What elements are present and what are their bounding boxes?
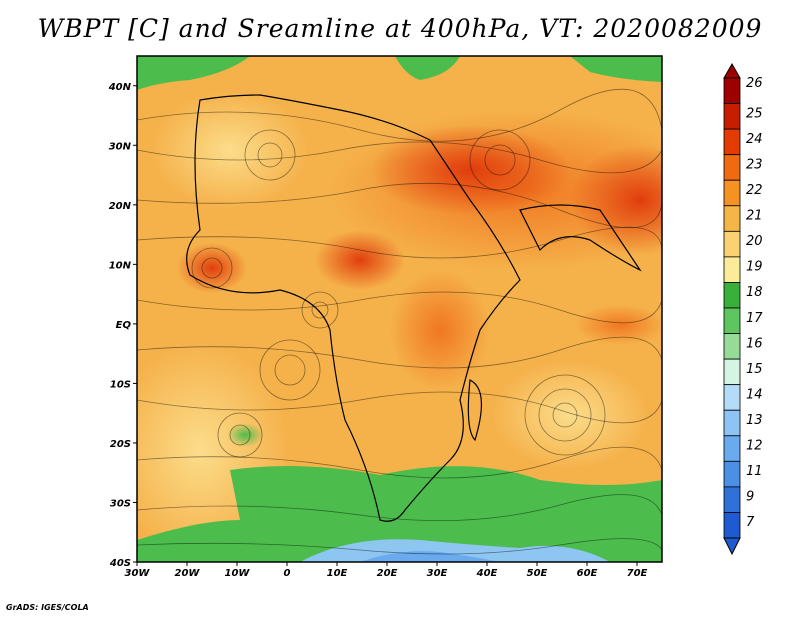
footer-credit: GrADS: IGES/COLA — [6, 603, 89, 612]
colorbar-swatch — [723, 103, 741, 130]
pale-northwest — [150, 90, 310, 210]
warm-core-eastafrica — [390, 270, 490, 390]
colorbar-swatch — [723, 282, 741, 309]
lat-tick-label: 20N — [109, 201, 132, 212]
lon-tick-label: 70E — [627, 568, 648, 579]
colorbar: 26 25 24 23 22 21 20 19 18 17 16 15 14 13 12 11 9 7 — [723, 62, 763, 556]
lat-tick-label: 10N — [109, 260, 132, 271]
colorbar-swatch — [723, 333, 741, 360]
lon-tick-label: 40E — [476, 568, 498, 579]
colorbar-swatch — [723, 205, 741, 232]
lon-tick-label: 20E — [377, 568, 398, 579]
latitude-axis: 40N 30N 20N 10N EQ 10S 20S 30S 40S — [108, 82, 137, 569]
colorbar-label: 13 — [746, 413, 763, 428]
colorbar-label: 11 — [746, 464, 763, 479]
lon-tick-label: 10E — [327, 568, 348, 579]
lat-tick-label: 20S — [110, 439, 131, 450]
colorbar-swatch — [723, 256, 741, 283]
colorbar-swatch — [723, 358, 741, 386]
warm-core-arabiansea — [575, 305, 662, 345]
lon-tick-label: 30W — [125, 568, 151, 579]
lat-tick-label: 40N — [108, 82, 132, 93]
green-northwest — [137, 56, 250, 90]
green-blob-southatlantic — [227, 423, 263, 447]
colorbar-arrow-top — [723, 62, 741, 79]
colorbar-swatch — [723, 486, 741, 513]
lon-tick-label: 0 — [284, 568, 291, 579]
hot-core-india — [570, 145, 662, 255]
colorbar-label: 15 — [746, 362, 763, 377]
colorbar-label: 9 — [746, 490, 754, 505]
colorbar-swatch — [723, 154, 741, 181]
lon-tick-label: 10W — [225, 568, 251, 579]
wbpt-field — [137, 56, 662, 562]
colorbar-swatch — [723, 307, 741, 334]
map-frame — [136, 55, 663, 563]
colorbar-label: 12 — [746, 439, 763, 454]
colorbar-label: 16 — [746, 336, 763, 351]
chart-title: WBPT [C] and Sreamline at 400hPa, VT: 20… — [37, 14, 763, 43]
colorbar-label: 26 — [746, 76, 763, 91]
pale-indian-ocean — [490, 360, 650, 470]
streamlines — [137, 88, 662, 555]
lon-tick-label: 20W — [175, 568, 201, 579]
colorbar-label: 25 — [746, 106, 763, 121]
colorbar-label: 20 — [746, 234, 763, 249]
colorbar-swatch — [723, 384, 741, 411]
colorbar-label: 22 — [746, 183, 763, 198]
colorbar-label: 23 — [746, 157, 763, 172]
colorbar-label: 14 — [746, 387, 763, 402]
colorbar-swatch — [723, 460, 741, 488]
hot-core-sahel — [315, 230, 405, 290]
green-north-center — [395, 56, 460, 80]
colorbar-swatch — [723, 179, 741, 207]
blue-cold-south-deep — [360, 551, 500, 562]
colorbar-swatch — [723, 435, 741, 462]
hot-core-arabia — [370, 125, 570, 215]
lon-tick-label: 30E — [427, 568, 448, 579]
blue-cold-south — [300, 539, 610, 562]
colorbar-swatch — [723, 230, 741, 258]
green-northeast — [570, 56, 662, 82]
lat-tick-label: EQ — [116, 320, 132, 331]
lon-tick-label: 60E — [577, 568, 598, 579]
colorbar-label: 7 — [746, 515, 755, 530]
colorbar-arrow-bottom — [723, 537, 741, 556]
colorbar-label: 19 — [746, 260, 763, 275]
lat-tick-label: 10S — [110, 379, 131, 390]
lat-tick-label: 30N — [109, 141, 132, 152]
colorbar-swatch — [723, 409, 741, 437]
colorbar-swatch — [723, 512, 741, 539]
colorbar-swatch — [723, 77, 741, 104]
colorbar-label: 24 — [746, 132, 763, 147]
colorbar-label: 17 — [746, 311, 763, 326]
green-band-south — [137, 466, 662, 562]
colorbar-label: 21 — [746, 209, 763, 224]
lat-tick-label: 40S — [109, 558, 131, 569]
colorbar-swatch — [723, 128, 741, 156]
lon-tick-label: 50E — [527, 568, 548, 579]
longitude-axis: 30W 20W 10W 0 10E 20E 30E 40E 50E 60E 70E — [125, 562, 648, 579]
lat-tick-label: 30S — [110, 498, 131, 509]
hot-core-westafrica — [177, 243, 247, 293]
coastlines — [186, 94, 642, 522]
colorbar-label: 18 — [746, 285, 763, 300]
